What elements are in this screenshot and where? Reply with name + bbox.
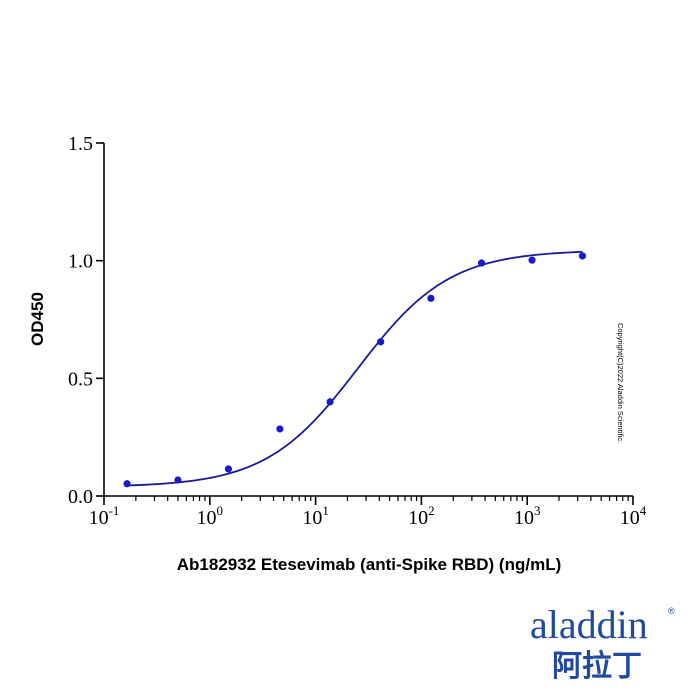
aladdin-logo: aladdin ® 阿拉丁 bbox=[530, 602, 675, 684]
data-point bbox=[528, 256, 536, 264]
fit-curve bbox=[126, 250, 583, 487]
axes bbox=[103, 143, 633, 497]
data-point bbox=[377, 338, 385, 346]
data-point bbox=[224, 465, 233, 473]
x-tick-base: 10 bbox=[408, 507, 428, 529]
copyright-watermark: Copyright(C)2022 Aladdin Scientific. bbox=[616, 323, 625, 443]
x-tick-exponent: 3 bbox=[534, 503, 541, 518]
logo-text-en: aladdin bbox=[530, 602, 648, 647]
x-tick-label: 102 bbox=[408, 503, 435, 529]
x-tick-base: 10 bbox=[197, 507, 217, 529]
x-tick-exponent: -1 bbox=[109, 503, 120, 518]
y-tick-label: 0.5 bbox=[68, 368, 93, 390]
x-tick-label: 100 bbox=[197, 503, 224, 529]
x-tick-label: 101 bbox=[302, 503, 329, 529]
data-point bbox=[427, 294, 435, 302]
data-points bbox=[123, 252, 587, 488]
x-tick-base: 10 bbox=[620, 507, 640, 529]
y-tick-label: 1.0 bbox=[68, 251, 93, 273]
x-axis-title: Ab182932 Etesevimab (anti-Spike RBD) (ng… bbox=[177, 555, 561, 574]
x-tick-exponent: 4 bbox=[640, 503, 647, 518]
data-point bbox=[276, 425, 284, 433]
y-tick-label: 0.0 bbox=[68, 486, 93, 508]
x-ticks: 10-1 100 101 102 103 104 bbox=[89, 496, 647, 529]
fit-curve-group bbox=[126, 250, 583, 487]
x-tick-base: 10 bbox=[89, 507, 109, 529]
data-point bbox=[123, 480, 131, 488]
y-axis-title: OD450 bbox=[28, 292, 47, 346]
logo-registered-mark: ® bbox=[668, 606, 675, 616]
x-tick-base: 10 bbox=[514, 507, 534, 529]
data-point bbox=[174, 476, 182, 484]
x-tick-label: 103 bbox=[514, 503, 541, 529]
x-tick-label: 10-1 bbox=[89, 503, 120, 529]
data-point bbox=[477, 259, 486, 267]
y-tick-label: 1.5 bbox=[68, 133, 93, 155]
data-point bbox=[326, 398, 334, 406]
x-tick-exponent: 0 bbox=[217, 503, 224, 518]
y-ticks: 0.0 0.5 1.0 1.5 bbox=[68, 133, 104, 508]
x-tick-exponent: 2 bbox=[428, 503, 435, 518]
x-tick-exponent: 1 bbox=[322, 503, 329, 518]
data-point bbox=[578, 252, 587, 260]
x-tick-base: 10 bbox=[302, 507, 322, 529]
logo-text-cn: 阿拉丁 bbox=[552, 649, 642, 684]
x-tick-label: 104 bbox=[620, 503, 647, 529]
